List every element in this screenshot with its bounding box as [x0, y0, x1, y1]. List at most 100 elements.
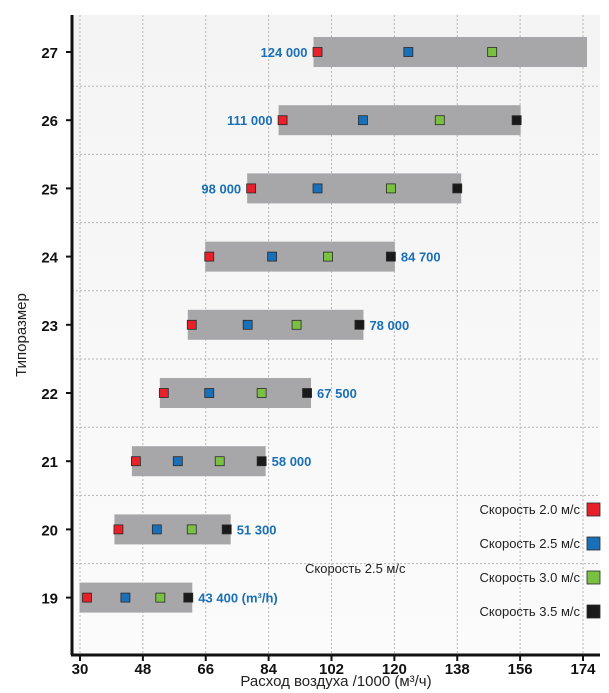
legend-label: Скорость 3.5 м/с [480, 604, 581, 619]
marker-speed-3-0 [323, 251, 333, 262]
x-tick-label: 138 [445, 661, 470, 678]
range-bar [79, 582, 193, 613]
y-tick-label: 26 [41, 113, 58, 130]
y-tick-label: 27 [41, 45, 58, 62]
marker-speed-3-5 [256, 456, 267, 467]
marker-speed-3-0 [214, 456, 225, 467]
range-bar [187, 309, 364, 340]
bar-row-22: 67 500 [158, 378, 357, 408]
x-axis-title: Расход воздуха /1000 (м³/ч) [240, 673, 431, 690]
y-tick-label: 22 [41, 386, 58, 403]
legend-label: Скорость 2.5 м/с [480, 536, 581, 551]
marker-speed-2-5 [120, 592, 131, 603]
legend-swatch [586, 570, 601, 585]
marker-speed-3-5 [183, 592, 194, 603]
range-bar [159, 378, 312, 408]
marker-speed-2-5 [242, 319, 253, 330]
marker-speed-2-5 [151, 524, 162, 535]
bars-layer: 124 000 111 000 98 000 84 700 78 000 67 500 58… [79, 37, 587, 613]
legend-swatch [586, 604, 601, 619]
x-tick-label: 174 [570, 661, 596, 678]
range-bar [131, 446, 266, 477]
marker-speed-2-5 [358, 115, 368, 126]
bar-value-label: 43 400 (m³/h) [198, 591, 277, 606]
bar-row-19: 43 400 (m³/h) [79, 582, 278, 613]
marker-speed-2-0 [158, 388, 169, 398]
marker-speed-3-5 [511, 115, 522, 126]
marker-speed-2-0 [246, 183, 257, 194]
marker-speed-3-0 [434, 115, 445, 126]
y-tick-label: 25 [41, 181, 58, 198]
axes-layer: 30 48 66 84 102 120 138 156 174 27 26 25 24 23 22 21 20 1… [41, 15, 600, 678]
marker-speed-2-0 [277, 115, 288, 126]
marker-speed-3-0 [186, 524, 197, 535]
y-tick-label: 20 [41, 522, 58, 539]
marker-speed-2-0 [130, 456, 141, 467]
legend-label: Скорость 2.0 м/с [480, 502, 581, 517]
x-tick-label: 102 [319, 661, 344, 678]
x-tick-label: 30 [72, 661, 89, 678]
x-tick-label: 120 [382, 661, 407, 678]
y-tick-label: 19 [41, 591, 58, 608]
y-tick-label: 23 [41, 318, 58, 335]
marker-speed-3-5 [354, 319, 365, 330]
speed-note: Скорость 2.5 м/с [305, 561, 406, 576]
legend-item: Скорость 3.5 м/с [480, 604, 601, 619]
y-tick-label: 24 [41, 250, 58, 267]
marker-speed-2-5 [403, 47, 414, 57]
marker-speed-2-0 [113, 524, 124, 535]
marker-speed-3-5 [302, 388, 312, 398]
marker-speed-2-5 [312, 183, 323, 194]
range-bar [313, 37, 587, 67]
bar-row-26: 111 000 [227, 105, 522, 136]
bar-row-25: 98 000 [201, 173, 463, 204]
bar-value-label: 111 000 [227, 113, 273, 128]
bar-row-21: 58 000 [130, 446, 312, 477]
x-tick-label: 66 [197, 661, 214, 678]
marker-speed-3-5 [385, 251, 396, 262]
legend: Скорость 2.0 м/с Скорость 2.5 м/с Скорость… [480, 502, 601, 619]
marker-speed-3-5 [452, 183, 463, 194]
bar-value-label: 124 000 [261, 45, 308, 60]
bar-row-24: 84 700 [204, 241, 441, 272]
bar-value-label: 78 000 [369, 318, 409, 333]
marker-speed-3-0 [487, 47, 498, 57]
bar-row-20: 51 300 [113, 514, 277, 545]
marker-speed-3-0 [155, 592, 166, 603]
legend-swatch [586, 502, 601, 517]
bar-value-label: 98 000 [201, 181, 241, 196]
x-tick-label: 156 [508, 661, 533, 678]
y-tick-label: 21 [41, 454, 58, 471]
legend-swatch [586, 536, 601, 551]
range-bar [247, 173, 462, 204]
range-bar [278, 105, 521, 136]
bar-value-label: 84 700 [401, 250, 441, 265]
legend-item: Скорость 3.0 м/с [480, 570, 601, 585]
bar-row-23: 78 000 [186, 309, 409, 340]
marker-speed-3-5 [221, 524, 232, 535]
bar-value-label: 51 300 [237, 522, 277, 537]
marker-speed-2-0 [312, 47, 323, 57]
x-tick-label: 48 [135, 661, 152, 678]
bar-row-27: 124 000 [261, 37, 587, 67]
legend-item: Скорость 2.5 м/с [480, 536, 601, 551]
legend-item: Скорость 2.0 м/с [480, 502, 601, 517]
marker-speed-2-0 [186, 319, 197, 330]
x-tick-label: 84 [260, 661, 277, 678]
bar-value-label: 67 500 [317, 386, 357, 401]
marker-speed-2-5 [204, 388, 215, 398]
marker-speed-2-5 [267, 251, 278, 262]
legend-label: Скорость 3.0 м/с [480, 570, 581, 585]
y-axis-title: Типоразмер [13, 293, 30, 377]
marker-speed-2-0 [204, 251, 215, 262]
marker-speed-2-5 [172, 456, 183, 467]
marker-speed-3-0 [291, 319, 302, 330]
marker-speed-2-0 [82, 592, 92, 603]
range-bar [114, 514, 231, 545]
range-bar [205, 241, 395, 272]
marker-speed-3-0 [385, 183, 396, 194]
marker-speed-3-0 [256, 388, 267, 398]
bar-value-label: 58 000 [272, 454, 312, 469]
